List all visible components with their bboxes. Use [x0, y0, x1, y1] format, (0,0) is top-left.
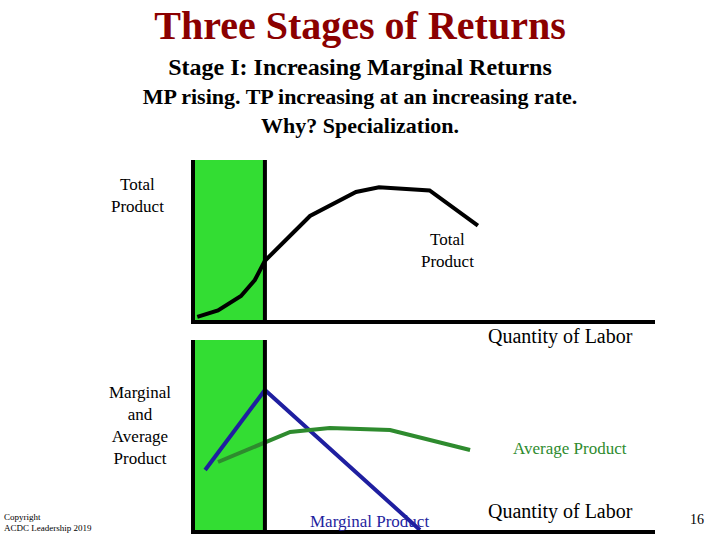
html-text:Three Stages of Returns: Three Stages of Returns — [154, 3, 566, 48]
svg-text:Average Product: Average Product — [513, 439, 627, 458]
html-text:MP rising. TP increasing at an: MP rising. TP increasing at an increasin… — [142, 84, 578, 109]
html-text:ACDC Leadership 2019: ACDC Leadership 2019 — [4, 523, 92, 533]
html-text:Copyright: Copyright — [4, 512, 41, 522]
svg-text:MarginalandAverageProduct: MarginalandAverageProduct — [109, 383, 171, 468]
html-text:Stage I: Increasing Marginal R: Stage I: Increasing Marginal Returns — [168, 54, 552, 80]
html-text:Why? Specialization.: Why? Specialization. — [261, 113, 459, 138]
svg-text:Quantity of Labor: Quantity of Labor — [488, 500, 633, 523]
html-text:16: 16 — [690, 512, 704, 527]
svg-text:Quantity of Labor: Quantity of Labor — [488, 325, 633, 348]
svg-text:TotalProduct: TotalProduct — [111, 175, 164, 216]
svg-text:Marginal Product: Marginal Product — [310, 512, 429, 531]
svg-text:TotalProduct: TotalProduct — [421, 230, 474, 271]
